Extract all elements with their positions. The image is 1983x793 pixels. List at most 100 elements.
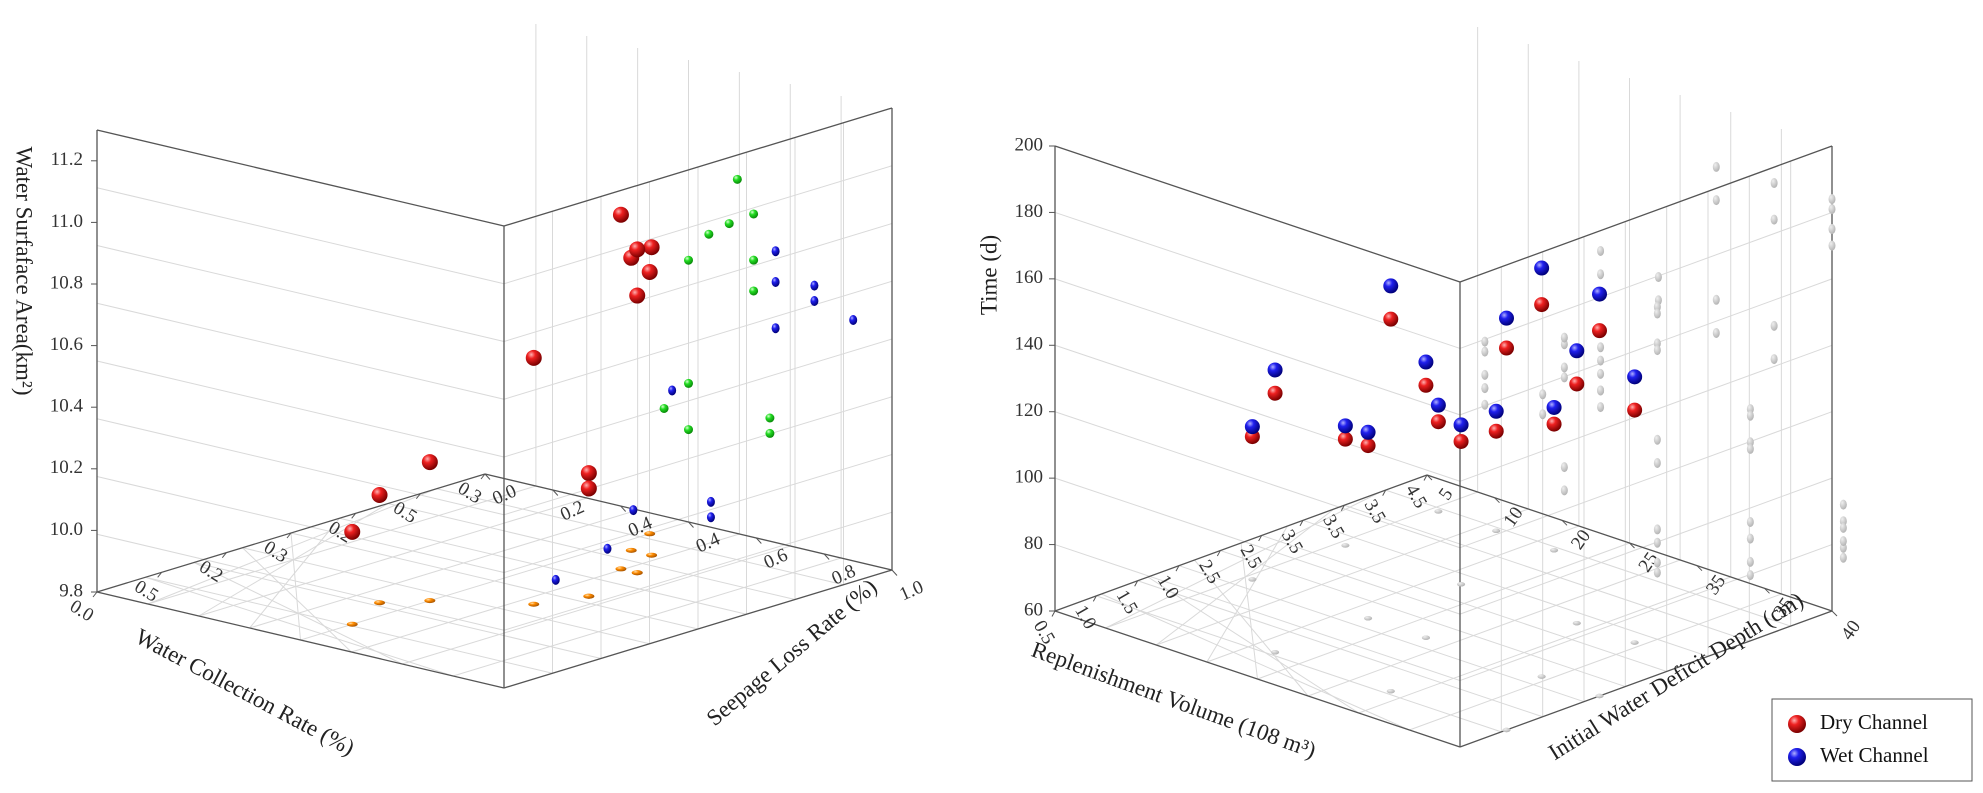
yz-projection-point (724, 219, 734, 229)
tick-mark (688, 521, 694, 528)
data-point (612, 206, 629, 223)
yz-projection-point (749, 209, 759, 219)
tick-mark (221, 552, 227, 558)
legend-marker (1788, 715, 1806, 733)
xz-projection-point (1839, 499, 1847, 510)
y-tick-label: 40 (1837, 617, 1865, 645)
legend-label: Wet Channel (1820, 743, 1929, 767)
xz-projection-point (1653, 567, 1661, 578)
z-tick-label: 180 (1015, 201, 1044, 222)
xy-projection-point (1457, 582, 1466, 587)
xz-projection-point (1653, 537, 1661, 548)
xy-projection-point (374, 600, 386, 606)
grid-line (1459, 544, 1833, 682)
tick-mark (415, 493, 421, 499)
xy-projection-point (646, 552, 658, 558)
box-edge (503, 107, 893, 227)
yz-projection-point (765, 413, 775, 423)
xz-projection-point (1746, 517, 1754, 527)
xy-projection-point (625, 547, 637, 553)
xy-projection-point (528, 601, 540, 607)
z-tick-label: 11.0 (50, 211, 83, 232)
tick-mark (823, 553, 830, 560)
yz-projection-point (1828, 224, 1836, 235)
yz-projection-point (1597, 402, 1605, 413)
wet-channel-point (1488, 403, 1504, 419)
xy-projection-point (346, 621, 358, 627)
dry-channel-point (1453, 433, 1469, 449)
yz-projection-point (684, 425, 693, 435)
x-tick-label: 3.5 (1318, 511, 1348, 542)
grid-line (147, 485, 537, 605)
grid-line (1459, 411, 1833, 549)
data-point (580, 465, 597, 482)
yz-projection-point (1770, 178, 1778, 189)
yz-projection-point (704, 229, 714, 239)
yz-projection-point (732, 174, 742, 184)
wet-channel-point (1546, 399, 1562, 415)
dry-channel-point (1488, 423, 1504, 439)
xy-projection-point (1492, 528, 1501, 534)
xz-projection-point (1653, 345, 1661, 356)
chart-left-3d-scatter: 9.810.010.210.410.610.811.011.20.00.50.2… (12, 24, 927, 760)
x-tick-label: 1.0 (1070, 602, 1100, 633)
tick-mark (1831, 610, 1838, 617)
grid-line (503, 511, 893, 631)
yz-projection-point (1597, 368, 1605, 379)
dry-channel-point (1546, 416, 1562, 432)
box-edge (96, 129, 505, 227)
wet-channel-point (1360, 424, 1376, 440)
tick-mark (484, 473, 491, 480)
yz-projection-point (1828, 240, 1836, 251)
data-point (641, 264, 658, 280)
xy-projection-point (1364, 616, 1373, 621)
xy-projection-point (583, 593, 595, 599)
box-edge (1459, 145, 1833, 283)
tick-mark (92, 591, 98, 598)
xy-projection-point (1502, 727, 1511, 733)
legend-marker (1788, 748, 1806, 766)
yz-projection-point (749, 255, 759, 265)
xz-projection-point (706, 496, 715, 507)
grid-line (242, 547, 352, 653)
yz-projection-point (1597, 269, 1605, 280)
wet-channel-point (1534, 260, 1550, 276)
wet-channel-point (1592, 286, 1607, 302)
z-tick-label: 120 (1015, 400, 1044, 421)
tick-mark (1494, 497, 1500, 504)
y-tick-label: 0.0 (489, 481, 519, 510)
xy-projection-point (1386, 688, 1395, 694)
tick-mark (1340, 504, 1345, 511)
xz-projection-point (1560, 332, 1568, 343)
tick-mark (1696, 565, 1703, 572)
z-tick-label: 200 (1015, 134, 1044, 155)
yz-projection-point (1481, 369, 1489, 380)
tick-mark (1299, 520, 1304, 527)
grid-line (351, 533, 740, 653)
xy-projection-point (1421, 635, 1430, 640)
xz-projection-point (1560, 485, 1568, 496)
xz-projection-point (668, 385, 677, 396)
yz-projection-point (1712, 294, 1720, 305)
z-tick-label: 10.4 (50, 396, 84, 417)
dry-channel-point (1337, 431, 1353, 447)
yz-projection-point (1481, 399, 1489, 410)
grid-line (1307, 559, 1681, 697)
grid-line (503, 165, 893, 285)
yz-projection-point (1539, 389, 1547, 400)
z-tick-label: 10.2 (50, 457, 83, 478)
xy-projection-point (644, 531, 656, 537)
wet-channel-point (1418, 354, 1434, 370)
tick-mark (620, 505, 627, 512)
xz-projection-point (849, 315, 858, 325)
xz-projection-point (1839, 552, 1847, 563)
grid-line (96, 360, 505, 458)
dry-channel-point (1534, 297, 1550, 313)
xz-projection-point (1746, 533, 1754, 544)
grid-line (503, 396, 893, 516)
data-point (629, 241, 646, 258)
grid-line (96, 533, 505, 631)
yz-projection-point (684, 378, 693, 388)
z-tick-label: 10.8 (50, 272, 83, 293)
